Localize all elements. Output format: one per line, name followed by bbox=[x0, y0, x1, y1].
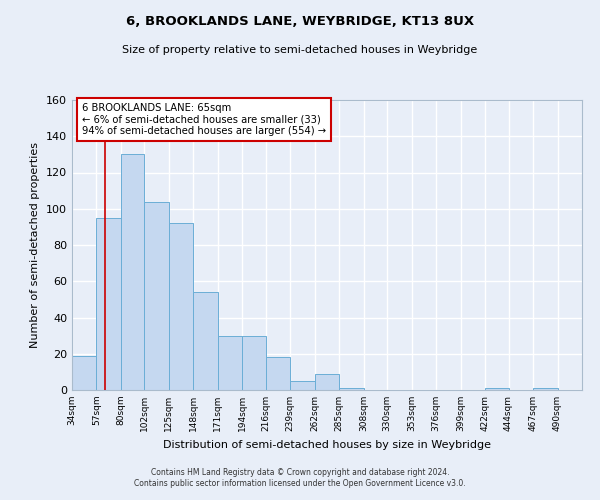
Text: Size of property relative to semi-detached houses in Weybridge: Size of property relative to semi-detach… bbox=[122, 45, 478, 55]
Bar bbox=[72, 356, 97, 390]
Bar bbox=[315, 374, 339, 390]
Bar bbox=[218, 336, 242, 390]
Bar bbox=[242, 336, 266, 390]
Bar bbox=[533, 388, 557, 390]
Bar bbox=[97, 218, 121, 390]
Bar bbox=[266, 358, 290, 390]
Bar bbox=[121, 154, 145, 390]
Bar bbox=[193, 292, 218, 390]
Bar bbox=[339, 388, 364, 390]
Bar bbox=[290, 381, 315, 390]
Text: 6 BROOKLANDS LANE: 65sqm
← 6% of semi-detached houses are smaller (33)
94% of se: 6 BROOKLANDS LANE: 65sqm ← 6% of semi-de… bbox=[82, 103, 326, 136]
Text: 6, BROOKLANDS LANE, WEYBRIDGE, KT13 8UX: 6, BROOKLANDS LANE, WEYBRIDGE, KT13 8UX bbox=[126, 15, 474, 28]
X-axis label: Distribution of semi-detached houses by size in Weybridge: Distribution of semi-detached houses by … bbox=[163, 440, 491, 450]
Bar bbox=[169, 223, 193, 390]
Bar bbox=[145, 202, 169, 390]
Bar bbox=[485, 388, 509, 390]
Text: Contains HM Land Registry data © Crown copyright and database right 2024.
Contai: Contains HM Land Registry data © Crown c… bbox=[134, 468, 466, 487]
Y-axis label: Number of semi-detached properties: Number of semi-detached properties bbox=[31, 142, 40, 348]
